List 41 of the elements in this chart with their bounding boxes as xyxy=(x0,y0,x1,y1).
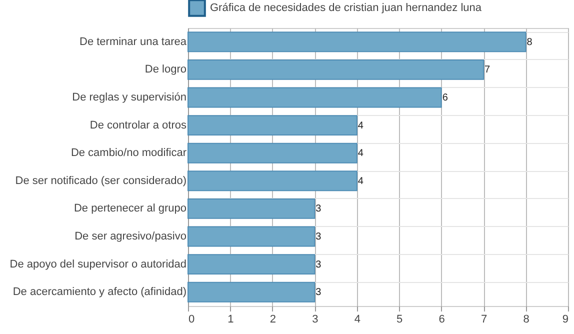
data-label: 4 xyxy=(358,176,364,187)
x-tick-label: 9 xyxy=(562,314,568,326)
x-tick-label: 1 xyxy=(228,314,234,326)
y-tick-label: De apoyo del supervisor o autoridad xyxy=(10,258,186,270)
bar xyxy=(188,170,358,192)
x-tick-label: 6 xyxy=(438,314,445,326)
x-tick-label: 7 xyxy=(480,314,488,326)
y-tick-label: De ser agresivo/pasivo xyxy=(74,230,186,242)
data-label: 4 xyxy=(358,148,364,160)
bar xyxy=(188,226,316,247)
x-tick-label: 0 xyxy=(188,314,195,326)
y-tick-label: De controlar a otros xyxy=(90,119,187,132)
data-label: 3 xyxy=(316,232,322,242)
x-tick-label: 5 xyxy=(396,314,403,326)
data-label: 3 xyxy=(316,287,322,298)
x-tick-label: 4 xyxy=(354,314,360,326)
bar xyxy=(188,282,316,302)
y-tick-label: De pertenecer al grupo xyxy=(74,202,186,215)
y-tick-label: De ser notificado (ser considerado) xyxy=(15,174,186,187)
y-tick-label: De acercamiento y afecto (afinidad) xyxy=(12,286,186,298)
data-label: 8 xyxy=(526,36,533,48)
data-label: 3 xyxy=(316,259,322,270)
bar xyxy=(188,87,442,108)
bar xyxy=(188,142,358,164)
x-tick-label: 3 xyxy=(312,314,318,326)
data-label: 4 xyxy=(358,120,364,132)
y-tick-label: De reglas y supervisión xyxy=(72,92,186,104)
y-tick-label: De cambio/no modificar xyxy=(70,147,187,160)
bar xyxy=(188,115,358,136)
bar xyxy=(188,32,526,52)
data-label: 6 xyxy=(442,92,448,104)
bar xyxy=(188,198,316,219)
legend-label: Gráfica de necesidades de cristian juan hernandez luna xyxy=(210,2,482,14)
y-tick-label: De terminar una tarea xyxy=(80,36,188,48)
bar xyxy=(188,254,316,275)
x-tick-label: 8 xyxy=(523,314,530,326)
data-label: 7 xyxy=(484,64,491,76)
data-label: 3 xyxy=(316,204,322,215)
x-tick-label: 2 xyxy=(270,314,276,326)
bar xyxy=(188,59,484,80)
y-tick-label: De logro xyxy=(144,64,186,76)
